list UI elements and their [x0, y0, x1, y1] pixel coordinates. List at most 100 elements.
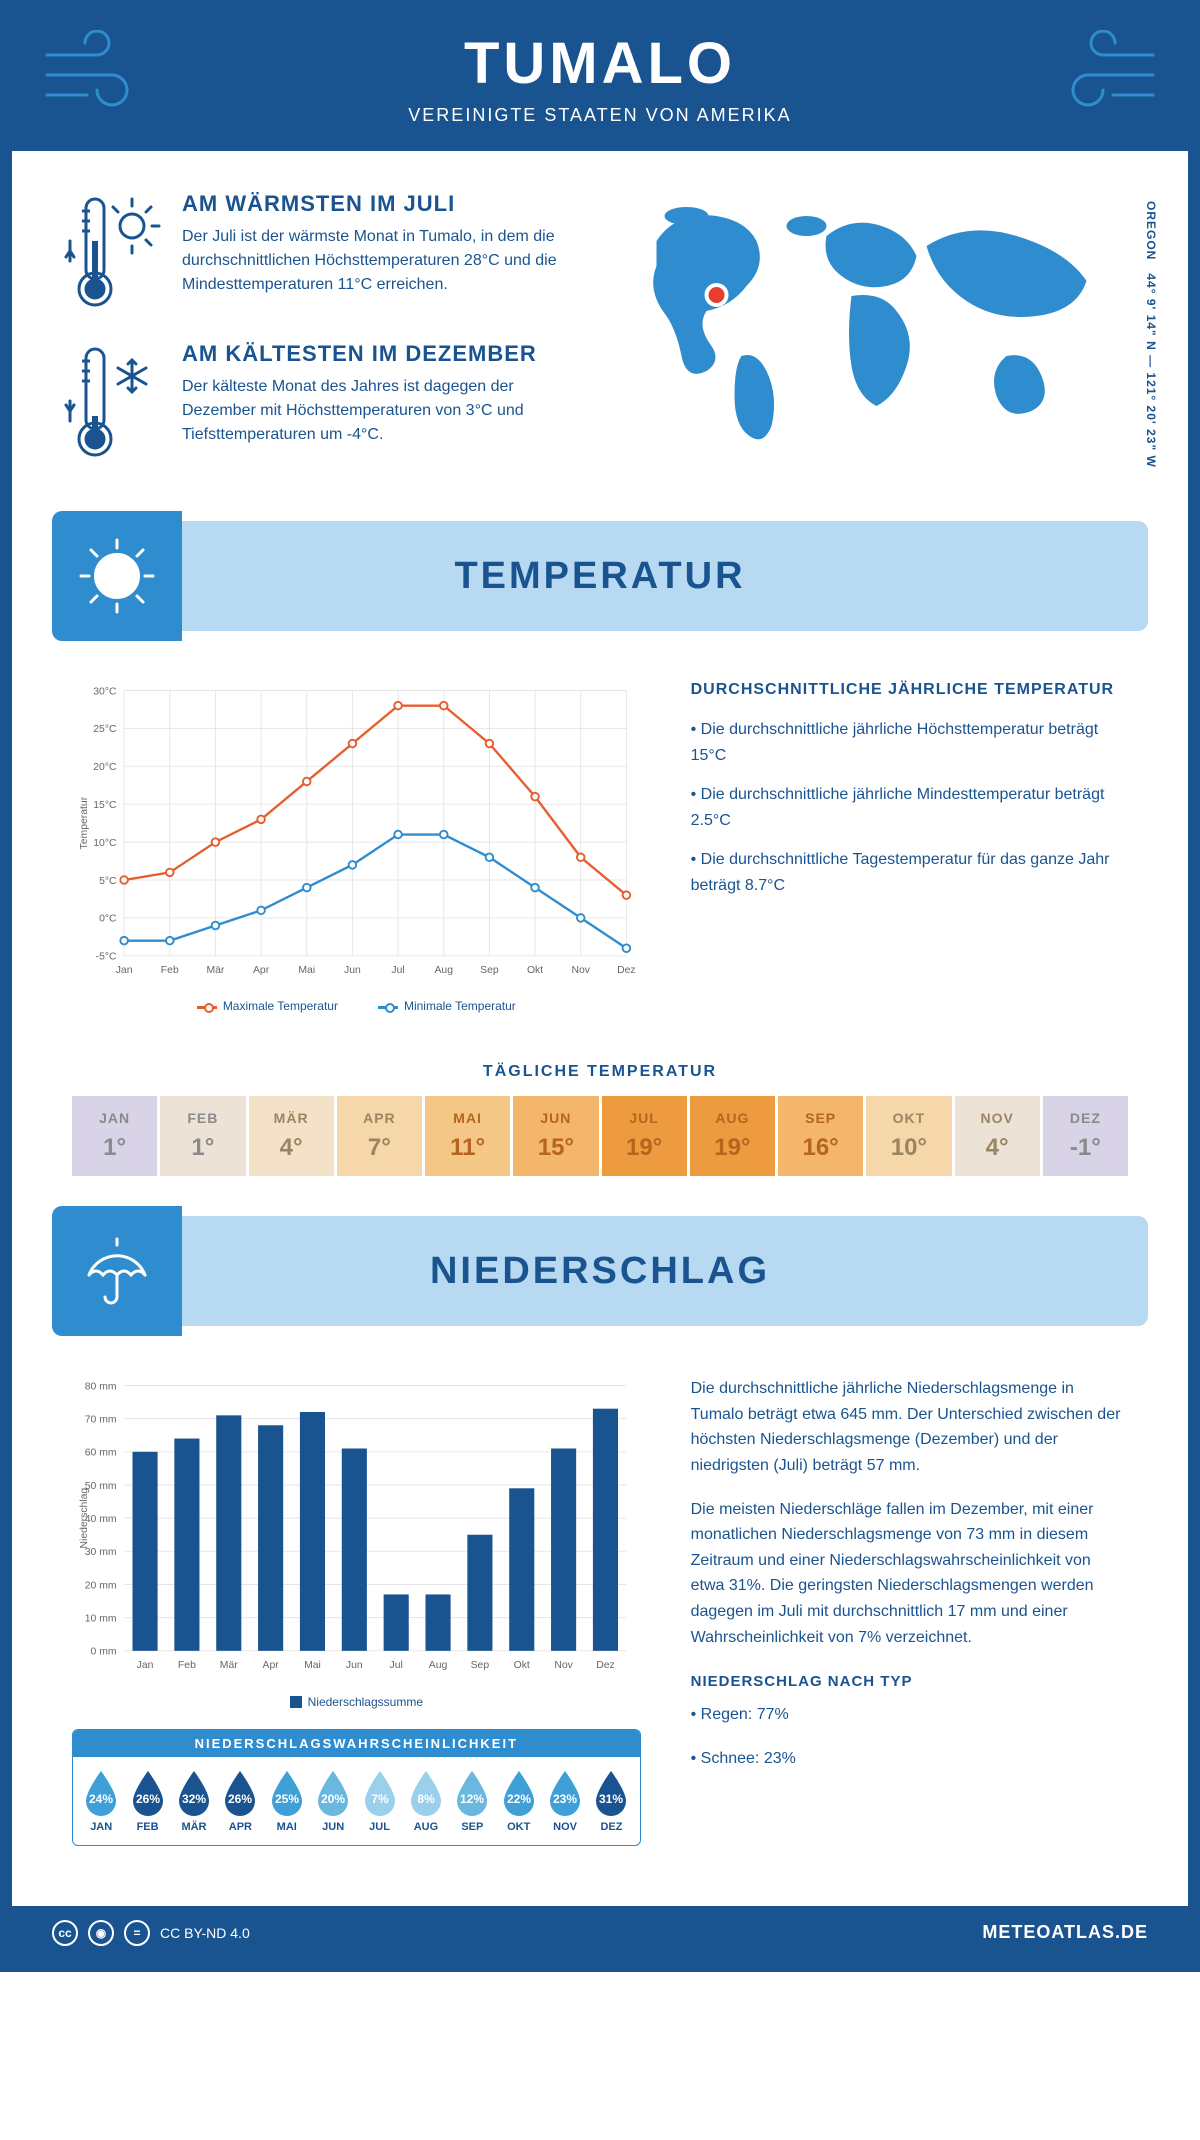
svg-text:Sep: Sep — [471, 1660, 490, 1671]
svg-text:7%: 7% — [371, 1792, 389, 1806]
precip-prob-cell: 26% APR — [218, 1769, 262, 1833]
svg-text:Apr: Apr — [263, 1660, 280, 1671]
temp-bullet: • Die durchschnittliche jährliche Mindes… — [691, 782, 1128, 833]
svg-text:20 mm: 20 mm — [85, 1581, 117, 1592]
precip-p1: Die durchschnittliche jährliche Niedersc… — [691, 1376, 1128, 1478]
precip-type-bullet: • Schnee: 23% — [691, 1746, 1128, 1772]
temperature-line-chart: -5°C0°C5°C10°C15°C20°C25°C30°CJanFebMärA… — [72, 681, 641, 984]
drop-icon: 22% — [499, 1769, 539, 1817]
svg-text:20°C: 20°C — [93, 762, 117, 773]
svg-text:15°C: 15°C — [93, 800, 117, 811]
precip-prob-cell: 31% DEZ — [589, 1769, 633, 1833]
wind-icon-right — [1058, 30, 1158, 120]
svg-text:Okt: Okt — [514, 1660, 530, 1671]
brand-text: METEOATLAS.DE — [982, 1922, 1148, 1943]
drop-icon: 31% — [591, 1769, 631, 1817]
temperature-banner: TEMPERATUR — [52, 521, 1148, 631]
page-title: TUMALO — [12, 30, 1188, 97]
daily-temp-cell: MÄR4° — [249, 1096, 334, 1176]
drop-icon: 12% — [452, 1769, 492, 1817]
daily-temp-strip: JAN1°FEB1°MÄR4°APR7°MAI11°JUN15°JUL19°AU… — [72, 1096, 1128, 1176]
svg-text:-5°C: -5°C — [96, 952, 117, 963]
daily-temp-cell: OKT10° — [866, 1096, 951, 1176]
precip-prob-cell: 22% OKT — [497, 1769, 541, 1833]
drop-icon: 8% — [406, 1769, 446, 1817]
drop-icon: 23% — [545, 1769, 585, 1817]
location-marker-icon — [707, 285, 727, 305]
svg-text:0°C: 0°C — [99, 914, 117, 925]
svg-text:30°C: 30°C — [93, 686, 117, 697]
header: TUMALO VEREINIGTE STAATEN VON AMERIKA — [12, 0, 1188, 151]
precip-prob-cell: 20% JUN — [311, 1769, 355, 1833]
daily-temp-cell: APR7° — [337, 1096, 422, 1176]
daily-temp-cell: FEB1° — [160, 1096, 245, 1176]
svg-text:Mär: Mär — [220, 1660, 238, 1671]
svg-text:Okt: Okt — [527, 965, 543, 976]
precip-title: NIEDERSCHLAG — [52, 1250, 1148, 1293]
svg-text:20%: 20% — [321, 1792, 345, 1806]
svg-text:70 mm: 70 mm — [85, 1415, 117, 1426]
precip-prob-title: NIEDERSCHLAGSWAHRSCHEINLICHKEIT — [73, 1730, 640, 1757]
svg-text:10°C: 10°C — [93, 838, 117, 849]
svg-text:23%: 23% — [553, 1792, 577, 1806]
precip-prob-cell: 23% NOV — [543, 1769, 587, 1833]
svg-text:12%: 12% — [460, 1792, 484, 1806]
drop-icon: 26% — [220, 1769, 260, 1817]
svg-text:Mai: Mai — [298, 965, 315, 976]
svg-text:8%: 8% — [417, 1792, 435, 1806]
svg-text:22%: 22% — [507, 1792, 531, 1806]
svg-text:Dez: Dez — [617, 965, 636, 976]
temp-bullet: • Die durchschnittliche Tagestemperatur … — [691, 847, 1128, 898]
nd-icon: = — [124, 1920, 150, 1946]
svg-text:5°C: 5°C — [99, 876, 117, 887]
svg-text:Jul: Jul — [391, 965, 404, 976]
drop-icon: 20% — [313, 1769, 353, 1817]
fact-cold-title: AM KÄLTESTEN IM DEZEMBER — [182, 341, 585, 367]
svg-text:80 mm: 80 mm — [85, 1382, 117, 1393]
svg-text:Jul: Jul — [390, 1660, 403, 1671]
fact-coldest: AM KÄLTESTEN IM DEZEMBER Der kälteste Mo… — [62, 341, 585, 461]
precip-legend: Niederschlagssumme — [72, 1695, 641, 1709]
temperature-title: TEMPERATUR — [52, 555, 1148, 598]
svg-text:26%: 26% — [228, 1792, 252, 1806]
fact-cold-text: Der kälteste Monat des Jahres ist dagege… — [182, 375, 585, 447]
daily-temp-cell: JUN15° — [513, 1096, 598, 1176]
precip-bar-chart: 0 mm10 mm20 mm30 mm40 mm50 mm60 mm70 mm8… — [72, 1376, 641, 1679]
fact-warm-title: AM WÄRMSTEN IM JULI — [182, 191, 585, 217]
fact-warm-text: Der Juli ist der wärmste Monat in Tumalo… — [182, 225, 585, 297]
daily-temp-cell: AUG19° — [690, 1096, 775, 1176]
cc-icon: cc — [52, 1920, 78, 1946]
footer: cc ◉ = CC BY-ND 4.0 METEOATLAS.DE — [12, 1906, 1188, 1960]
fact-warmest: AM WÄRMSTEN IM JULI Der Juli ist der wär… — [62, 191, 585, 311]
svg-text:Jan: Jan — [116, 965, 133, 976]
svg-text:Feb: Feb — [178, 1660, 196, 1671]
svg-text:Jan: Jan — [137, 1660, 154, 1671]
svg-text:Sep: Sep — [480, 965, 499, 976]
svg-text:32%: 32% — [182, 1792, 206, 1806]
svg-text:Feb: Feb — [161, 965, 179, 976]
precip-prob-cell: 26% FEB — [125, 1769, 169, 1833]
precip-type-heading: NIEDERSCHLAG NACH TYP — [691, 1670, 1128, 1694]
precip-prob-cell: 7% JUL — [357, 1769, 401, 1833]
coords-label: OREGON 44° 9' 14" N — 121° 20' 23" W — [1144, 201, 1158, 468]
temp-legend: Maximale Temperatur Minimale Temperatur — [72, 999, 641, 1013]
daily-temp-cell: MAI11° — [425, 1096, 510, 1176]
wind-icon-left — [42, 30, 142, 120]
svg-text:0 mm: 0 mm — [91, 1647, 117, 1658]
daily-temp-cell: JAN1° — [72, 1096, 157, 1176]
svg-text:Aug: Aug — [429, 1660, 448, 1671]
temp-bullet: • Die durchschnittliche jährliche Höchst… — [691, 717, 1128, 768]
page-subtitle: VEREINIGTE STAATEN VON AMERIKA — [12, 105, 1188, 126]
drop-icon: 32% — [174, 1769, 214, 1817]
world-map — [615, 191, 1138, 451]
precip-prob-box: NIEDERSCHLAGSWAHRSCHEINLICHKEIT 24% JAN … — [72, 1729, 641, 1846]
thermometer-sun-icon — [62, 191, 162, 311]
precip-prob-cell: 12% SEP — [450, 1769, 494, 1833]
svg-text:Nov: Nov — [554, 1660, 573, 1671]
sun-icon — [77, 536, 157, 616]
svg-text:31%: 31% — [599, 1792, 623, 1806]
svg-text:60 mm: 60 mm — [85, 1448, 117, 1459]
temp-text-heading: DURCHSCHNITTLICHE JÄHRLICHE TEMPERATUR — [691, 681, 1128, 699]
precip-prob-cell: 24% JAN — [79, 1769, 123, 1833]
daily-temp-title: TÄGLICHE TEMPERATUR — [12, 1063, 1188, 1081]
